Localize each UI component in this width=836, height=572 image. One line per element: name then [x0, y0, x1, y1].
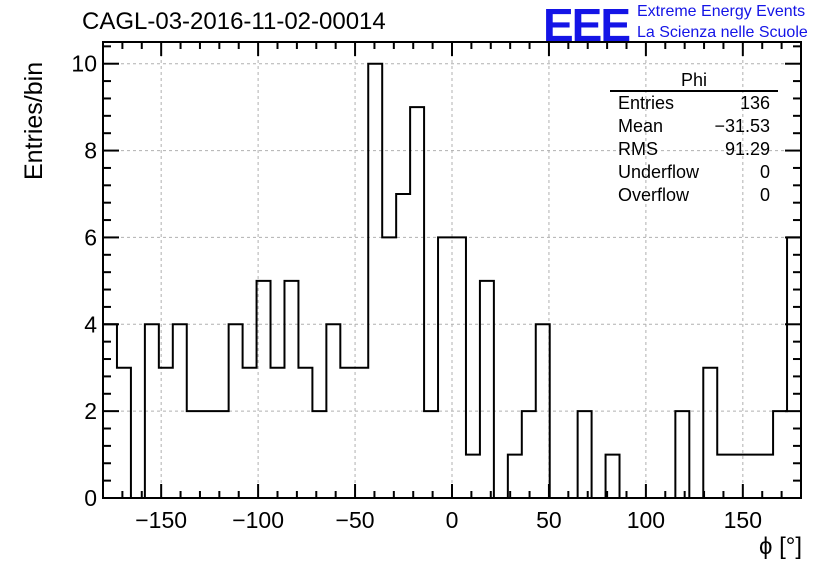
x-tick-label: 50	[536, 507, 562, 533]
eee-logo: EEE	[543, 0, 631, 51]
stats-label: Underflow	[618, 162, 700, 182]
x-tick-label: 100	[627, 507, 665, 533]
y-tick-label: 6	[84, 224, 97, 250]
histogram-bin	[396, 194, 410, 498]
histogram-bin	[466, 455, 480, 498]
histogram-bin	[354, 368, 368, 498]
histogram-bin	[173, 324, 187, 498]
histogram-bin	[578, 411, 592, 498]
histogram-bin	[187, 411, 201, 498]
y-tick-label: 8	[84, 138, 97, 164]
histogram-bin	[340, 368, 354, 498]
stats-value: 136	[739, 93, 770, 113]
stats-label: Entries	[618, 93, 675, 113]
histogram-bin	[424, 411, 438, 498]
stats-value: −31.53	[714, 116, 770, 136]
histogram-bin	[410, 107, 424, 498]
histogram-bin	[745, 455, 759, 498]
x-tick-label: 0	[446, 507, 459, 533]
y-tick-label: 0	[84, 485, 97, 511]
histogram-bin	[312, 411, 326, 498]
histogram-bin	[201, 411, 215, 498]
stats-row-rms: RMS 91.29	[610, 138, 778, 161]
stats-value: 91.29	[724, 139, 770, 159]
histogram-bin	[759, 455, 773, 498]
histogram-bin	[787, 237, 801, 498]
histogram-bin	[703, 368, 717, 498]
histogram-bin	[773, 411, 787, 498]
y-tick-label: 4	[84, 311, 97, 337]
logo-caption-line1: Extreme Energy Events	[637, 3, 806, 20]
histogram-bin	[257, 281, 271, 498]
x-axis-label: ϕ [°]	[758, 533, 802, 560]
y-tick-label: 10	[71, 51, 97, 77]
stats-label: Overflow	[618, 185, 690, 205]
x-tick-label: −150	[135, 507, 187, 533]
histogram-bin	[271, 368, 285, 498]
histogram-bin	[438, 237, 452, 498]
histogram-bin	[117, 368, 131, 498]
stats-value: 0	[759, 185, 770, 205]
histogram-bin	[215, 411, 229, 498]
stats-row-mean: Mean −31.53	[610, 115, 778, 138]
y-tick-label: 2	[84, 398, 97, 424]
grid-lines	[103, 42, 801, 498]
histogram-bin	[522, 411, 536, 498]
histogram-bin	[298, 368, 312, 498]
histogram-bin	[284, 281, 298, 498]
stats-box: Phi Entries 136 Mean −31.53 RMS 91.29 Under…	[610, 70, 778, 207]
stats-row-entries: Entries 136	[610, 92, 778, 115]
x-axis-ticks: −150 −100 −50 0 50 100 150	[121, 42, 783, 533]
histogram-bars	[103, 62, 801, 499]
histogram-bin	[480, 281, 494, 498]
y-axis-ticks: 0 2 4 6 8 10	[71, 45, 801, 511]
x-tick-label: 150	[724, 507, 762, 533]
histogram-bin	[368, 64, 382, 498]
histogram-bin	[675, 411, 689, 498]
chart-title: CAGL-03-2016-11-02-00014	[82, 8, 386, 35]
stats-label: Mean	[618, 116, 664, 136]
histogram-bin	[382, 237, 396, 498]
stats-title: Phi	[610, 70, 778, 92]
histogram-bin	[452, 237, 466, 498]
x-tick-label: −50	[336, 507, 375, 533]
histogram-outline	[103, 62, 801, 499]
stats-row-overflow: Overflow 0	[610, 184, 778, 207]
histogram-bin	[243, 368, 257, 498]
stats-row-underflow: Underflow 0	[610, 161, 778, 184]
x-tick-label: −100	[232, 507, 284, 533]
stats-label: RMS	[618, 139, 658, 159]
logo-caption-line2: La Scienza nelle Scuole	[637, 24, 808, 41]
stats-value: 0	[759, 162, 770, 182]
